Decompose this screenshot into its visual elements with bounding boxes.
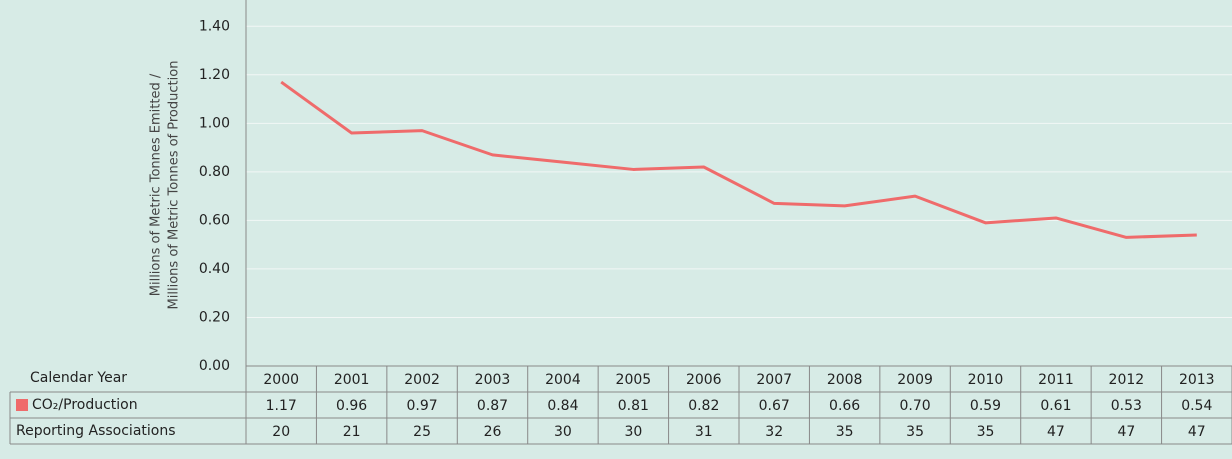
x-axis-label: Calendar Year xyxy=(30,370,127,386)
x-tick-label: 2006 xyxy=(686,372,722,388)
value-label: 0.67 xyxy=(759,398,790,414)
value-label: 0.59 xyxy=(970,398,1001,414)
x-tick-label: 2007 xyxy=(756,372,792,388)
x-tick-label: 2008 xyxy=(827,372,863,388)
legend-swatch xyxy=(16,399,28,411)
reporting-value: 35 xyxy=(836,424,854,440)
value-label: 0.96 xyxy=(336,398,367,414)
value-label: 1.17 xyxy=(266,398,297,414)
reporting-value: 25 xyxy=(413,424,431,440)
row-label: Reporting Associations xyxy=(16,423,176,439)
value-label: 0.61 xyxy=(1040,398,1071,414)
y-tick-label: 0.40 xyxy=(199,261,230,277)
x-tick-label: 2003 xyxy=(475,372,511,388)
data-line xyxy=(280,80,1197,239)
x-tick-label: 2004 xyxy=(545,372,581,388)
y-tick-label: 1.40 xyxy=(199,18,230,34)
reporting-value: 47 xyxy=(1117,424,1135,440)
value-label: 0.81 xyxy=(618,398,649,414)
x-tick-label: 2010 xyxy=(968,372,1004,388)
value-label: 0.82 xyxy=(688,398,719,414)
x-tick-label: 2011 xyxy=(1038,372,1074,388)
x-tick-label: 2009 xyxy=(897,372,933,388)
reporting-value: 31 xyxy=(695,424,713,440)
x-tick-label: 2001 xyxy=(334,372,370,388)
reporting-value: 21 xyxy=(343,424,361,440)
x-tick-label: 2002 xyxy=(404,372,440,388)
x-tick-label: 2013 xyxy=(1179,372,1215,388)
reporting-value: 30 xyxy=(554,424,572,440)
reporting-value: 35 xyxy=(977,424,995,440)
reporting-value: 32 xyxy=(765,424,783,440)
reporting-value: 26 xyxy=(484,424,502,440)
value-label: 0.53 xyxy=(1111,398,1142,414)
value-label: 0.66 xyxy=(829,398,860,414)
y-tick-label: 0.60 xyxy=(199,212,230,228)
reporting-value: 20 xyxy=(272,424,290,440)
reporting-value: 35 xyxy=(906,424,924,440)
y-tick-label: 0.80 xyxy=(199,164,230,180)
reporting-value: 47 xyxy=(1188,424,1206,440)
y-axis-label-line: Millions of Metric Tonnes Emitted / xyxy=(149,73,164,296)
reporting-value: 47 xyxy=(1047,424,1065,440)
y-tick-label: 0.00 xyxy=(199,358,230,374)
y-axis-label-line: Millions of Metric Tonnes of Production xyxy=(167,61,182,310)
y-tick-label: 1.00 xyxy=(199,115,230,131)
x-tick-label: 2000 xyxy=(263,372,299,388)
y-tick-label: 1.20 xyxy=(199,67,230,83)
y-axis-label: Millions of Metric Tonnes Emitted / Mill… xyxy=(149,61,182,310)
value-label: 0.54 xyxy=(1181,398,1212,414)
legend-label: CO₂/Production xyxy=(32,397,138,413)
value-label: 0.87 xyxy=(477,398,508,414)
x-tick-label: 2012 xyxy=(1109,372,1145,388)
x-tick-label: 2005 xyxy=(616,372,652,388)
reporting-value: 30 xyxy=(624,424,642,440)
y-tick-label: 0.20 xyxy=(199,309,230,325)
value-label: 0.84 xyxy=(547,398,578,414)
value-label: 0.97 xyxy=(406,398,437,414)
value-label: 0.70 xyxy=(899,398,930,414)
